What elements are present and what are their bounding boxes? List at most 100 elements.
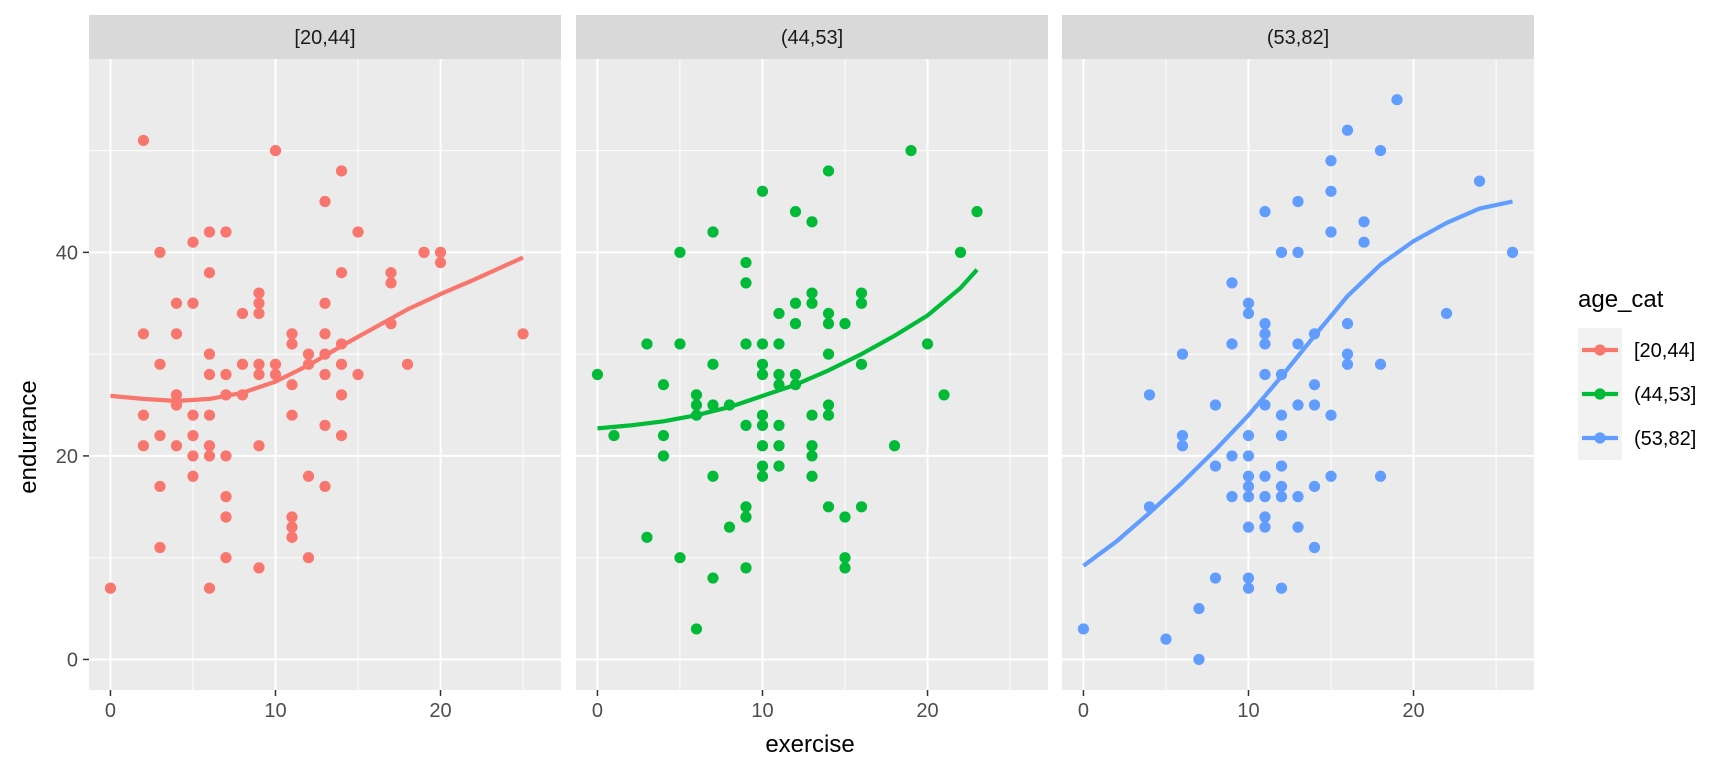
data-point [740,501,752,513]
facet-panel: [20,44] 0 10 20 [89,15,561,722]
data-point [187,429,199,442]
data-point [1176,429,1189,442]
data-point [236,307,249,320]
data-point [690,389,703,401]
data-point [806,470,818,482]
data-point [1209,572,1222,584]
data-point [319,419,331,431]
data-point [154,358,166,370]
data-point [855,501,868,513]
data-point [1226,338,1238,350]
data-point [137,440,150,452]
data-point [839,511,851,523]
data-point [203,440,216,452]
data-point [789,318,802,330]
data-point [1242,480,1255,493]
data-point [707,399,719,411]
data-point [1259,338,1271,350]
data-point [591,368,604,381]
data-point [137,134,150,147]
data-point [1308,480,1321,493]
legend-key-point [1594,344,1606,356]
data-point [1259,318,1271,330]
data-point [707,226,719,238]
data-point [657,379,670,391]
facet-panels: [20,44] 0 10 20 (44,53] 0 10 20 (53,82] 0 10 20 [89,15,1534,722]
data-point [302,348,315,360]
y-axis: 0 20 40 [56,242,89,671]
data-point [137,409,150,421]
data-point [1341,124,1354,136]
data-point [286,531,298,543]
legend-label: (53,82] [1634,428,1696,450]
data-point [302,470,315,482]
data-point [674,552,686,564]
data-point [1391,94,1403,106]
data-point [269,144,282,157]
data-point [220,511,232,523]
data-point [1473,175,1486,187]
data-point [756,358,769,370]
data-point [1358,236,1370,248]
data-point [1176,348,1189,360]
data-point [1242,582,1255,594]
data-point [822,307,835,320]
data-point [253,562,265,574]
data-point [1226,277,1238,289]
data-point [773,307,785,320]
data-point [608,429,620,442]
data-point [641,338,653,350]
panel-background [1062,59,1534,690]
data-point [822,501,835,513]
facet-panel: (44,53] 0 10 20 [576,15,1048,722]
data-point [220,552,232,564]
data-point [335,389,348,401]
y-tick-label: 40 [56,242,78,264]
data-point [1259,470,1271,482]
data-point [707,572,719,584]
data-point [154,246,166,258]
data-point [806,450,818,462]
legend-title: age_cat [1578,286,1664,313]
data-point [1292,491,1304,503]
data-point [236,358,249,370]
data-point [1374,358,1387,370]
data-point [335,429,348,442]
data-point [756,419,769,431]
x-tick-label: 10 [264,700,286,722]
data-point [286,521,298,533]
data-point [822,348,835,360]
x-tick-label: 20 [429,700,451,722]
data-point [269,358,282,370]
data-point [319,297,331,309]
x-tick-label: 10 [1237,700,1259,722]
x-tick-label: 20 [916,700,938,722]
data-point [806,440,818,452]
data-point [1242,307,1255,320]
data-point [921,338,934,350]
legend-key-point [1594,388,1606,400]
data-point [657,429,670,442]
data-point [1292,521,1304,533]
data-point [756,185,769,197]
data-point [1275,480,1288,493]
data-point [789,206,802,218]
data-point [1275,246,1288,258]
data-point [269,368,282,381]
legend-item: (53,82] [1578,416,1696,460]
data-point [1259,368,1271,381]
data-point [286,328,298,340]
data-point [1275,429,1288,442]
facet-strip-label: [20,44] [294,27,355,49]
data-point [822,165,835,177]
data-point [1325,409,1337,421]
data-point [690,399,703,411]
data-point [1292,338,1304,350]
data-point [1275,491,1288,503]
data-point [1242,297,1255,309]
data-point [1374,470,1387,482]
data-point [905,144,917,157]
data-point [253,297,265,309]
data-point [401,358,414,370]
data-point [674,338,686,350]
